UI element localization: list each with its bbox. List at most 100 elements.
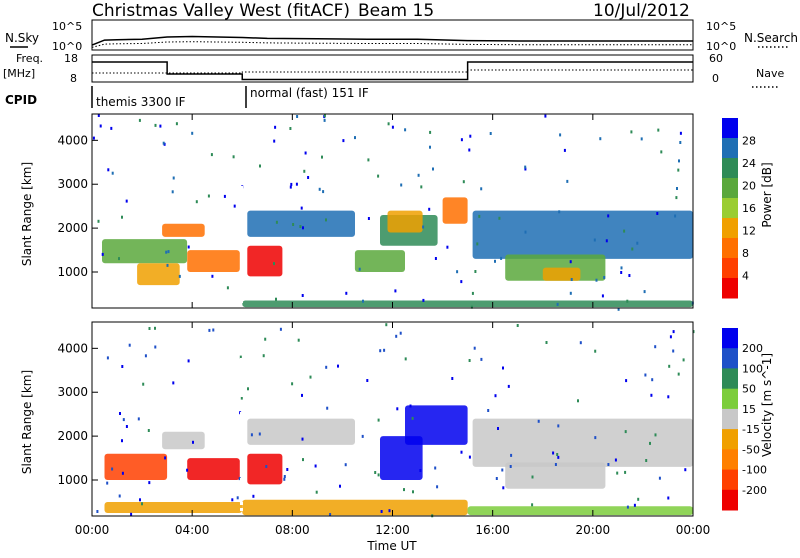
power-speckle — [175, 122, 178, 126]
power-speckle — [404, 128, 407, 132]
power-speckle — [524, 230, 527, 234]
velocity-speckle — [106, 356, 109, 360]
power-echo-region-4 — [247, 245, 283, 277]
power-speckle — [500, 256, 503, 260]
velocity-speckle — [147, 429, 150, 432]
power-speckle — [620, 266, 623, 270]
velocity-ylabel: Slant Range [km] — [20, 370, 34, 474]
velocity-speckle — [128, 343, 131, 347]
power-speckle — [628, 274, 631, 277]
date-label: 10/Jul/2012 — [593, 1, 690, 21]
power-speckle — [674, 214, 677, 218]
velocity-speckle — [434, 466, 437, 470]
velocity-echo-region-1 — [162, 431, 205, 450]
velocity-speckle — [667, 395, 670, 399]
velocity-speckle — [286, 468, 289, 471]
power-speckle — [432, 167, 434, 171]
cpid-label: CPID — [5, 93, 37, 107]
time-tick-label: 04:00 — [175, 523, 210, 537]
nsky-label: N.Sky — [5, 31, 39, 45]
cpid-segment-2: normal (fast) 151 IF — [250, 86, 369, 100]
nsearch-tick-top: 10^5 — [706, 20, 736, 33]
velocity-echo-region-2 — [187, 458, 240, 480]
power-colorbar-swatch — [722, 238, 738, 259]
power-colorbar-swatch — [722, 218, 738, 239]
freq-tick-bottom: 8 — [70, 72, 77, 85]
velocity-speckle — [626, 505, 629, 509]
nave-tick-top: 60 — [709, 52, 723, 65]
power-speckle — [162, 141, 165, 145]
velocity-speckle — [480, 357, 483, 361]
freq-tick-top: 18 — [64, 52, 78, 65]
velocity-ytick-label: 4000 — [57, 341, 88, 355]
power-speckle — [304, 151, 307, 155]
power-speckle — [322, 190, 325, 194]
velocity-speckle — [377, 418, 380, 422]
power-speckle — [154, 123, 157, 127]
power-colorbar-tick: 28 — [742, 135, 756, 148]
velocity-speckle — [624, 430, 627, 434]
power-speckle — [603, 276, 606, 279]
power-speckle — [660, 150, 663, 154]
power-echo-region-6 — [354, 250, 405, 272]
velocity-y-axis: 1000 2000 3000 4000 — [57, 341, 98, 487]
velocity-speckle — [667, 496, 670, 500]
power-speckle — [599, 137, 602, 141]
velocity-speckle — [283, 475, 286, 478]
power-colorbar-swatch — [722, 198, 738, 219]
velocity-speckle — [552, 451, 555, 455]
velocity-speckle — [164, 456, 167, 460]
velocity-speckle — [121, 439, 123, 443]
power-ytick-label: 2000 — [57, 221, 88, 235]
power-speckle — [166, 263, 169, 267]
velocity-colorbar-swatch — [722, 348, 738, 369]
velocity-speckle — [361, 434, 364, 438]
power-colorbar-swatch — [722, 258, 738, 279]
power-speckle — [110, 126, 113, 130]
power-speckle — [358, 267, 361, 271]
power-speckle — [675, 196, 678, 200]
power-speckle — [292, 223, 295, 226]
velocity-speckle — [531, 475, 534, 479]
velocity-speckle — [337, 364, 339, 368]
power-speckle — [273, 139, 276, 143]
velocity-colorbar-tick: -50 — [742, 443, 760, 456]
power-speckle — [462, 180, 465, 184]
power-colorbar-swatch — [722, 138, 738, 159]
power-speckle — [191, 131, 194, 135]
power-speckle — [275, 220, 278, 224]
velocity-colorbar-tick: 100 — [742, 362, 763, 375]
station-title: Christmas Valley West (fitACF) — [92, 1, 350, 21]
nsky-strip: N.Sky 10^5 10^0 N.Search 10^5 10^0 — [5, 19, 798, 53]
velocity-speckle — [468, 359, 471, 362]
power-speckle — [640, 137, 643, 141]
nave-tick-bottom: 0 — [712, 72, 719, 85]
power-speckle — [92, 136, 95, 140]
velocity-speckle — [419, 469, 422, 472]
velocity-speckle — [649, 441, 651, 445]
cpid-row: CPID themis 3300 IF normal (fast) 151 IF — [5, 86, 369, 109]
velocity-echo-region-10 — [242, 499, 468, 516]
power-speckle — [97, 114, 100, 117]
power-speckle — [172, 176, 175, 180]
velocity-speckle — [509, 465, 512, 468]
power-speckle — [307, 176, 310, 179]
velocity-speckle — [494, 394, 497, 398]
velocity-speckle — [594, 349, 597, 353]
velocity-speckle — [436, 485, 439, 489]
power-echo-region-12 — [542, 267, 581, 281]
velocity-speckle — [172, 381, 175, 385]
time-axis: 00:00 04:00 08:00 12:00 16:00 20:00 00:00 — [75, 114, 710, 537]
power-speckle — [601, 294, 604, 298]
velocity-speckle — [148, 327, 151, 330]
power-speckle — [274, 125, 277, 129]
power-echo-region-8 — [387, 210, 423, 233]
power-speckle — [167, 250, 170, 254]
velocity-speckle — [554, 463, 557, 466]
velocity-speckle — [399, 331, 402, 335]
power-speckle — [323, 118, 326, 122]
velocity-speckle — [607, 463, 610, 466]
velocity-speckle — [130, 512, 133, 516]
velocity-speckle — [144, 354, 147, 358]
velocity-panel: 1000 2000 3000 4000 Slant Range [km] 200 100… — [20, 321, 774, 518]
